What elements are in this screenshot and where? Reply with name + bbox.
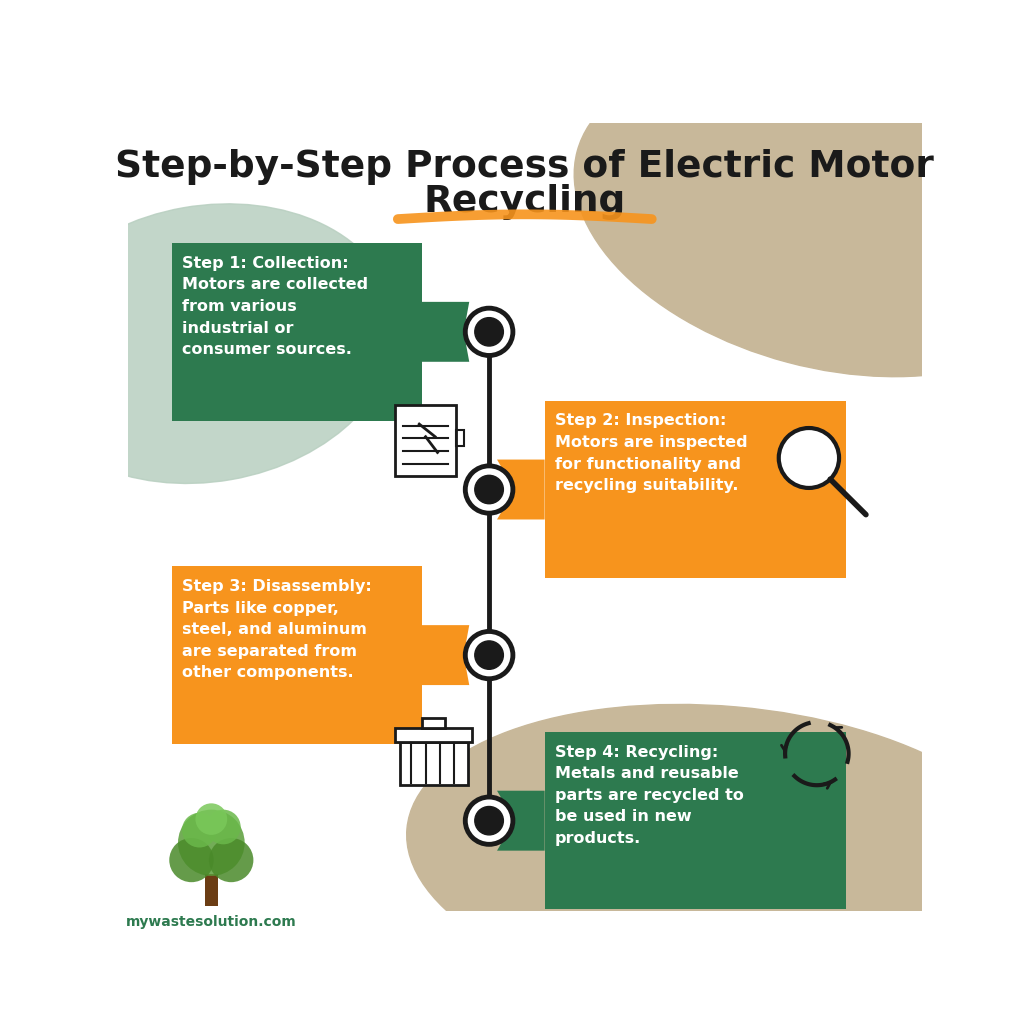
Ellipse shape [18,204,396,483]
Circle shape [465,632,513,679]
Circle shape [475,807,504,835]
Circle shape [209,838,253,883]
Circle shape [465,797,513,845]
Text: Step 3: Disassembly:
Parts like copper,
steel, and aluminum
are separated from
o: Step 3: Disassembly: Parts like copper, … [182,579,372,680]
Polygon shape [422,302,469,361]
Circle shape [196,804,227,835]
Text: mywastesolution.com: mywastesolution.com [126,915,297,930]
Circle shape [465,466,513,513]
Bar [422,718,445,728]
Circle shape [475,317,504,346]
Circle shape [169,838,214,883]
Polygon shape [497,791,545,851]
Circle shape [475,475,504,504]
Ellipse shape [574,58,1024,377]
Ellipse shape [407,705,1024,1008]
Text: Recycling: Recycling [424,183,626,220]
Text: Step-by-Step Process of Electric Motor: Step-by-Step Process of Electric Motor [116,150,934,185]
Bar [205,874,218,906]
Polygon shape [497,460,545,519]
Bar [456,430,464,446]
Bar [400,741,468,785]
Bar [172,566,422,743]
Circle shape [475,641,504,670]
Circle shape [178,810,245,876]
Text: Step 1: Collection:
Motors are collected
from various
industrial or
consumer sou: Step 1: Collection: Motors are collected… [182,256,368,357]
Circle shape [182,813,217,848]
Text: Step 2: Inspection:
Motors are inspected
for functionality and
recycling suitabi: Step 2: Inspection: Motors are inspected… [555,414,748,494]
Polygon shape [422,625,469,685]
Bar [395,728,472,741]
Circle shape [206,810,241,845]
Circle shape [465,308,513,355]
Bar [172,243,422,421]
Circle shape [779,428,839,488]
Text: Step 4: Recycling:
Metals and reusable
parts are recycled to
be used in new
prod: Step 4: Recycling: Metals and reusable p… [555,744,743,846]
Bar [545,732,846,909]
Bar [545,400,846,579]
Bar [395,406,456,476]
